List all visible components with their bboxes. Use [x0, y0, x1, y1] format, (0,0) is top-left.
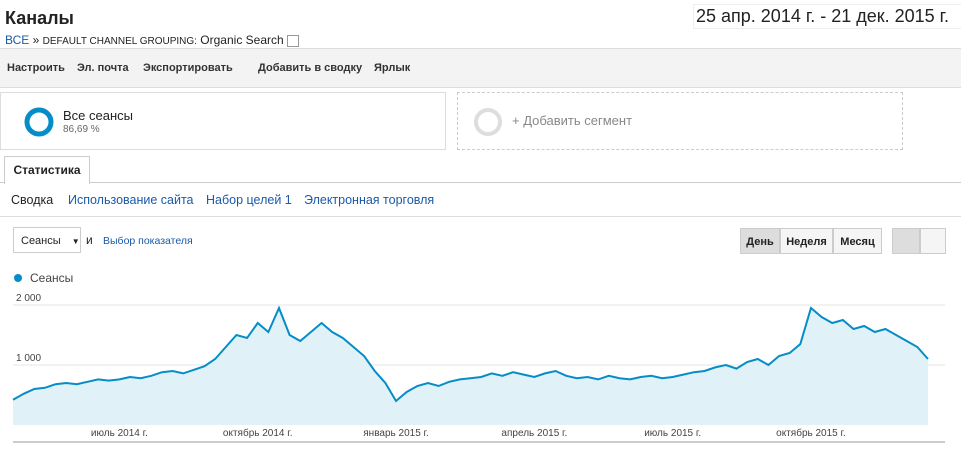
and: и — [86, 233, 93, 247]
add-segment[interactable]: + Добавить сегмент — [457, 92, 903, 150]
period-button[interactable]: Неделя — [780, 228, 833, 254]
x-tick-label: апрель 2015 г. — [501, 428, 567, 439]
divider — [0, 216, 961, 217]
crumb: Organic Search — [200, 33, 284, 47]
tab[interactable]: Статистика — [4, 156, 90, 184]
period-button[interactable]: День — [740, 228, 780, 254]
motion-toggle[interactable] — [920, 228, 946, 254]
x-tick-label: июль 2014 г. — [91, 428, 148, 439]
x-tick-label: октябрь 2015 г. — [776, 427, 846, 439]
series-line — [12, 305, 929, 403]
tool[interactable]: Эл. почта — [77, 62, 129, 74]
metric-select[interactable]: Сеансы ▼ — [13, 227, 81, 253]
line-toggle[interactable] — [892, 228, 920, 254]
tab-line — [0, 182, 961, 183]
dropdown[interactable] — [287, 34, 300, 47]
segment-share: 86,69 % — [63, 124, 100, 135]
subtab[interactable]: Сводка — [11, 193, 54, 207]
subtab[interactable]: Использование сайта — [68, 193, 194, 207]
y-tick-label: 2 000 — [16, 293, 41, 304]
subtab[interactable]: Набор целей 1 — [206, 193, 292, 207]
tool[interactable]: Добавить в сводку — [258, 62, 363, 74]
segment[interactable]: Все сеансы 86,69 % — [0, 92, 446, 150]
legend-dot — [14, 274, 22, 282]
add-segment-label: + Добавить сегмент — [512, 113, 633, 128]
metric-picker[interactable]: Выбор показателя — [103, 235, 193, 247]
segment-ring — [474, 108, 502, 136]
tool[interactable]: Экспортировать — [143, 62, 233, 74]
breadcrumb: ВСЕ » DEFAULT CHANNEL GROUPING: Organic … — [5, 33, 300, 47]
metric: Сеансы — [21, 235, 61, 247]
period-button[interactable]: Месяц — [833, 228, 882, 254]
x-tick-label: октябрь 2014 г. — [223, 427, 293, 439]
legend-label: Сеансы — [30, 271, 73, 285]
x-tick-label: январь 2015 г. — [363, 428, 428, 439]
segment-ring — [24, 107, 54, 137]
x-tick-label: июль 2015 г. — [644, 428, 701, 439]
tool[interactable]: Настроить — [7, 62, 65, 74]
chart: Сеансы 1 000 2 000 июль 2014 г. октябрь 201… — [12, 271, 945, 443]
tool[interactable]: Ярлык — [374, 62, 411, 74]
y-tick-label: 1 000 — [16, 353, 41, 364]
title: Каналы — [5, 8, 74, 28]
crumb: DEFAULT CHANNEL GROUPING: — [42, 36, 197, 47]
crumb[interactable]: ВСЕ — [5, 33, 30, 47]
toolbar: Настроить Эл. почта Экспортировать Добав… — [0, 48, 961, 88]
subtab[interactable]: Электронная торговля — [304, 193, 435, 207]
series-area — [13, 308, 928, 425]
crumb-sep: » — [32, 33, 40, 47]
segment-name: Все сеансы — [63, 108, 133, 123]
date-range[interactable]: 25 апр. 2014 г. - 21 дек. 2015 г. — [693, 4, 961, 29]
